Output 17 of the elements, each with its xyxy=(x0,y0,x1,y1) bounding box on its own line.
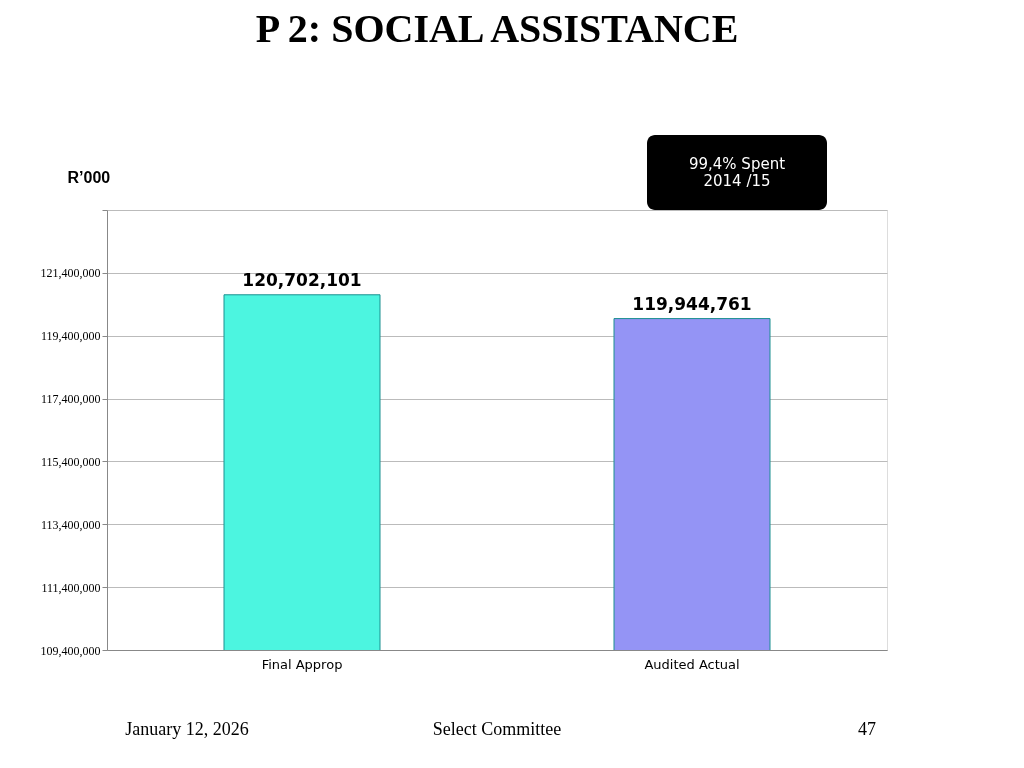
data-label: 119,944,761 xyxy=(632,293,752,314)
text: January 12, 2026 xyxy=(125,719,249,739)
x-tick-label: Final Approp xyxy=(261,656,343,672)
text: Select Committee xyxy=(432,719,562,739)
y-tick-label: 119,400,000 xyxy=(40,329,101,344)
text: 99,4% Spent 2014 /15 xyxy=(688,155,786,190)
text: 47 xyxy=(858,719,876,739)
data-label: 120,702,101 xyxy=(242,269,362,290)
y-tick-label: 117,400,000 xyxy=(40,392,101,407)
x-tick-label: Audited Actual xyxy=(644,656,740,672)
y-tick-label: 113,400,000 xyxy=(40,517,101,532)
y-tick-label: 121,400,000 xyxy=(40,266,101,281)
y-tick-label: 115,400,000 xyxy=(40,454,101,469)
chart-title: P 2: SOCIAL ASSISTANCE xyxy=(255,6,739,51)
y-axis-title: R’000 xyxy=(67,168,111,186)
y-tick-label: 111,400,000 xyxy=(41,580,101,595)
y-tick-label: 109,400,000 xyxy=(40,643,101,658)
